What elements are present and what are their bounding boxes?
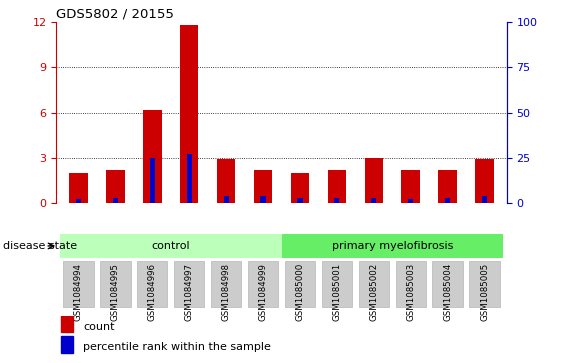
Text: GSM1084999: GSM1084999 [258,263,267,321]
Text: GSM1084996: GSM1084996 [148,263,157,321]
Bar [76,199,81,203]
Bar [475,159,494,203]
Bar [143,110,162,203]
Text: GSM1085004: GSM1085004 [443,263,452,321]
Bar [217,159,235,203]
Text: GSM1084994: GSM1084994 [74,263,83,321]
FancyBboxPatch shape [60,234,282,258]
Bar [328,170,346,203]
FancyBboxPatch shape [285,261,315,307]
FancyBboxPatch shape [359,261,389,307]
Bar [61,315,73,332]
Bar [408,199,413,203]
Bar [401,170,420,203]
Bar [113,197,118,203]
Bar [439,170,457,203]
Bar [291,173,309,203]
Text: count: count [83,322,115,331]
Bar [297,197,302,203]
Bar [482,196,487,203]
FancyBboxPatch shape [174,261,204,307]
Bar [61,336,73,352]
Bar [150,158,155,203]
FancyBboxPatch shape [396,261,426,307]
Bar [224,196,229,203]
Text: percentile rank within the sample: percentile rank within the sample [83,342,271,352]
FancyBboxPatch shape [282,234,503,258]
FancyBboxPatch shape [248,261,278,307]
FancyBboxPatch shape [470,261,500,307]
Text: primary myelofibrosis: primary myelofibrosis [332,241,453,251]
Text: GSM1084998: GSM1084998 [222,263,231,321]
Text: GSM1084997: GSM1084997 [185,263,194,321]
FancyBboxPatch shape [432,261,463,307]
FancyBboxPatch shape [100,261,131,307]
FancyBboxPatch shape [137,261,167,307]
Text: GSM1085005: GSM1085005 [480,263,489,321]
Text: GSM1085003: GSM1085003 [406,263,415,321]
Text: GSM1084995: GSM1084995 [111,263,120,321]
Bar [186,154,192,203]
Bar [254,170,272,203]
Bar [365,158,383,203]
Text: GSM1085002: GSM1085002 [369,263,378,321]
Bar [445,197,450,203]
Bar [106,170,124,203]
Bar [180,25,198,203]
FancyBboxPatch shape [211,261,242,307]
Text: control: control [151,241,190,251]
Text: GSM1085000: GSM1085000 [296,263,305,321]
FancyBboxPatch shape [63,261,93,307]
Text: disease state: disease state [3,241,77,251]
Bar [334,197,339,203]
Text: GSM1085001: GSM1085001 [332,263,341,321]
Text: GDS5802 / 20155: GDS5802 / 20155 [56,8,174,21]
Bar [69,173,88,203]
Bar [371,197,377,203]
FancyBboxPatch shape [321,261,352,307]
Bar [261,196,266,203]
